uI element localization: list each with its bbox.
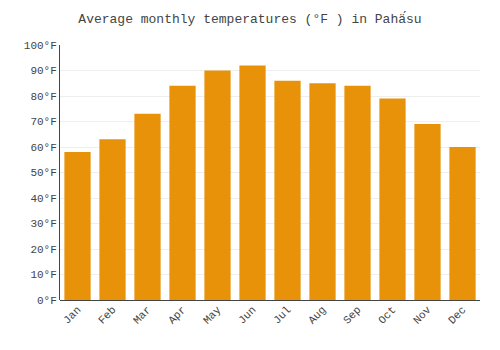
svg-text:10°F: 10°F [30, 269, 56, 281]
svg-text:30°F: 30°F [30, 218, 56, 230]
svg-text:Jun: Jun [236, 304, 258, 326]
svg-text:70°F: 70°F [30, 116, 56, 128]
svg-text:Apr: Apr [166, 304, 188, 326]
svg-text:90°F: 90°F [30, 65, 56, 77]
svg-text:Mar: Mar [131, 304, 153, 326]
svg-text:100°F: 100°F [24, 40, 57, 52]
svg-text:Nov: Nov [411, 304, 434, 327]
svg-text:Dec: Dec [446, 304, 468, 326]
svg-text:Feb: Feb [96, 304, 118, 326]
svg-text:Average monthly temperatures (: Average monthly temperatures (°F ) in Pa… [78, 11, 421, 27]
svg-text:20°F: 20°F [30, 244, 56, 256]
svg-text:May: May [201, 304, 224, 327]
svg-text:50°F: 50°F [30, 167, 56, 179]
svg-text:60°F: 60°F [30, 142, 56, 154]
svg-text:40°F: 40°F [30, 193, 56, 205]
svg-text:0°F: 0°F [37, 295, 57, 307]
svg-text:80°F: 80°F [30, 91, 56, 103]
svg-text:Sep: Sep [341, 304, 363, 326]
svg-text:Oct: Oct [376, 304, 398, 326]
svg-text:Aug: Aug [306, 304, 328, 326]
svg-text:Jul: Jul [271, 304, 293, 326]
svg-text:Jan: Jan [61, 304, 83, 326]
